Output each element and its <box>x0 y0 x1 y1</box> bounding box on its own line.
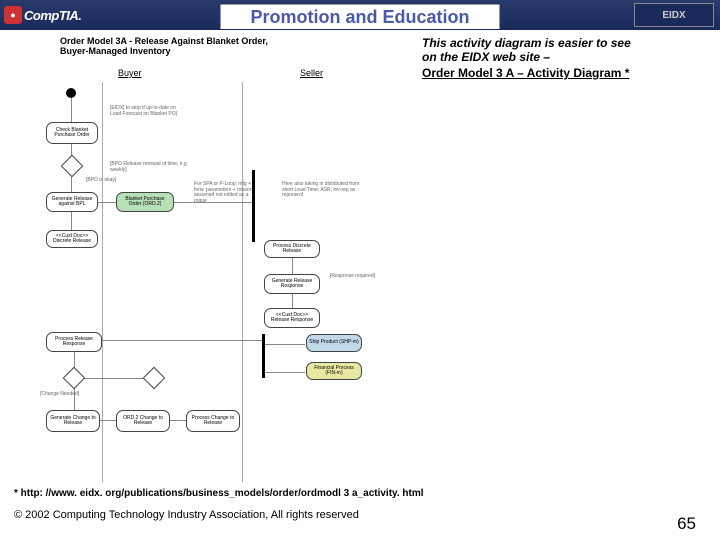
logo-badge-icon: ● <box>4 6 22 24</box>
annot-1: [EIDX] to stop if up-to-date on Load For… <box>110 106 180 117</box>
note-line1: This activity diagram is easier to see <box>422 36 702 50</box>
diagram-title-l2: Buyer-Managed Inventory <box>60 46 268 56</box>
decision-3 <box>143 367 166 390</box>
note-link[interactable]: Order Model 3 A – Activity Diagram * <box>422 66 629 80</box>
annot-4: For SPA or P-Loop; mfg + forw. parameter… <box>194 182 262 204</box>
activity-ship-prod: Ship Product (SHP-m) <box>306 334 362 352</box>
sync-bar-2 <box>262 334 265 378</box>
conn <box>265 344 305 345</box>
conn <box>102 340 264 341</box>
conn <box>98 202 116 203</box>
note-line2: on the EIDX web site – <box>422 50 702 64</box>
annot-6: [Response required] <box>330 274 380 280</box>
annot-7: [Change Needed] <box>40 392 100 398</box>
page-title: Promotion and Education <box>221 4 500 29</box>
conn <box>71 176 72 192</box>
footer: * http: //www. eidx. org/publications/bu… <box>0 486 720 540</box>
header-right: EIDX <box>634 3 714 27</box>
activity-diagram: Check Blanket Purchase Order Generate Re… <box>46 82 406 482</box>
page-number: 65 <box>677 514 696 534</box>
start-node <box>66 88 76 98</box>
activity-check-bpo: Check Blanket Purchase Order <box>46 122 98 144</box>
decision-1 <box>61 155 84 178</box>
activity-blanket-po: Blanket Purchase Order (ORD.2) <box>116 192 174 212</box>
activity-gen-resp: Generate Release Response <box>264 274 320 294</box>
diagram-title-l1: Order Model 3A - Release Against Blanket… <box>60 36 268 46</box>
seller-label: Seller <box>300 68 323 78</box>
diagram-title: Order Model 3A - Release Against Blanket… <box>60 36 268 56</box>
annot-2: [BPO Release renewal of time, e.g. weekl… <box>110 162 190 173</box>
activity-process-disc: Process Discrete Release <box>264 240 320 258</box>
activity-fin-proc: Financial Process (FIN-m) <box>306 362 362 380</box>
activity-cust-discrete: <<Cust Doc>> Discrete Release <box>46 230 98 248</box>
footnote-url: * http: //www. eidx. org/publications/bu… <box>14 488 706 499</box>
conn <box>82 378 146 379</box>
content-area: Order Model 3A - Release Against Blanket… <box>0 34 720 486</box>
swimlane-separator-2 <box>242 82 243 482</box>
decision-2 <box>63 367 86 390</box>
conn <box>265 372 305 373</box>
conn <box>100 420 116 421</box>
activity-ord-change: ORD.2 Change to Release <box>116 410 170 432</box>
activity-gen-release: Generate Release against BPL <box>46 192 98 212</box>
buyer-label: Buyer <box>118 68 142 78</box>
activity-proc-resp: Process Release Response <box>46 332 102 352</box>
note-box: This activity diagram is easier to see o… <box>422 36 702 82</box>
annot-5: Here also taking in distributed from sho… <box>282 182 362 199</box>
activity-cust-resp: <<Cust Doc>> Release Response <box>264 308 320 328</box>
header-bar: ● CompTIA. Promotion and Education EIDX <box>0 0 720 30</box>
logo-text: CompTIA. <box>24 8 81 23</box>
conn <box>292 294 293 308</box>
eidx-logo-icon: EIDX <box>634 3 714 27</box>
header-left: ● CompTIA. <box>0 6 81 24</box>
conn <box>170 420 186 421</box>
activity-proc-change: Process Change to Release <box>186 410 240 432</box>
conn <box>71 212 72 230</box>
sync-bar-1 <box>252 170 255 242</box>
annot-3: [BPO is okay] <box>86 178 136 184</box>
activity-gen-change: Generate Change to Release <box>46 410 100 432</box>
swimlane-separator-1 <box>102 82 103 482</box>
copyright: © 2002 Computing Technology Industry Ass… <box>14 509 706 521</box>
conn <box>71 98 72 122</box>
